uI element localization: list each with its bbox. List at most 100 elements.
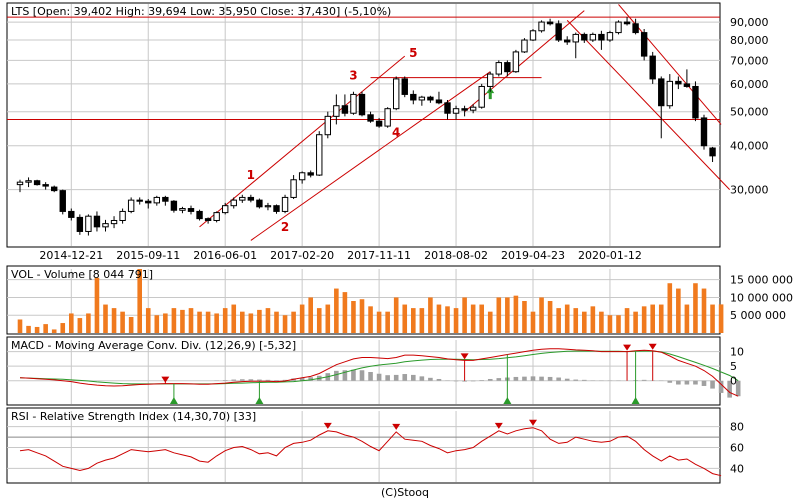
volume-bar	[274, 311, 279, 333]
volume-bar	[69, 313, 74, 333]
volume-bar	[282, 315, 288, 333]
candle-body	[478, 85, 485, 108]
wave-label: 1	[247, 168, 255, 182]
volume-bar	[479, 304, 484, 333]
volume-bar	[701, 288, 707, 333]
volume-bar	[573, 308, 579, 333]
macd-histogram-bar	[428, 377, 433, 381]
candle-body	[93, 215, 101, 228]
candle-body	[153, 196, 161, 204]
candle-body	[239, 196, 246, 201]
volume-bar	[470, 304, 476, 333]
candle-body	[589, 33, 597, 41]
candle-body	[222, 205, 229, 214]
volume-bar	[214, 313, 219, 333]
volume-bar	[137, 269, 142, 333]
volume-bar	[684, 304, 690, 333]
macd-histogram-bar	[240, 379, 245, 381]
candle-body	[298, 172, 306, 181]
candle-body	[487, 73, 494, 87]
macd-histogram-bar	[385, 375, 390, 381]
candle-body	[546, 21, 554, 25]
volume-bar	[556, 308, 561, 333]
volume-bar	[180, 309, 185, 333]
volume-bar	[616, 315, 621, 333]
macd-histogram-bar	[402, 374, 408, 381]
macd-histogram-bar	[257, 379, 262, 381]
volume-bar	[393, 297, 399, 333]
volume-bar	[496, 297, 502, 333]
candle-body	[307, 172, 314, 176]
volume-bar	[316, 308, 322, 333]
volume-bar	[51, 329, 57, 333]
candle-body	[461, 108, 468, 111]
candle-body	[273, 205, 280, 212]
candle-body	[444, 102, 451, 114]
candle-body	[521, 39, 528, 53]
candle-body	[367, 114, 374, 122]
volume-bar	[590, 306, 596, 333]
macd-histogram-bar	[274, 380, 279, 381]
candle-body	[683, 83, 691, 87]
volume-bar	[658, 304, 664, 333]
volume-bar	[419, 308, 425, 333]
volume-bar	[308, 297, 313, 333]
volume-bar	[445, 306, 450, 333]
macd-histogram-bar	[676, 380, 681, 385]
candle-body	[341, 105, 349, 114]
volume-bar	[154, 315, 160, 333]
macd-histogram-bar	[470, 380, 476, 382]
candle-body	[179, 208, 186, 211]
macd-histogram-bar	[693, 380, 698, 385]
candle-body	[709, 147, 716, 157]
macd-histogram-bar	[299, 377, 305, 381]
macd-histogram-bar	[727, 380, 732, 398]
candle-body	[452, 108, 460, 114]
volume-bar	[34, 326, 40, 333]
price-tick-label: 50,000	[730, 106, 769, 119]
volume-bar	[539, 297, 544, 333]
volume-bar	[359, 299, 365, 333]
rsi-tick-label: 40	[730, 462, 744, 475]
macd-histogram-bar	[496, 378, 502, 381]
candle-body	[538, 21, 545, 32]
volume-bar	[60, 323, 66, 333]
volume-bar	[103, 304, 108, 333]
volume-bar	[265, 308, 271, 333]
macd-histogram-bar	[641, 379, 647, 381]
macd-line	[19, 348, 739, 397]
macd-histogram-bar	[718, 380, 724, 393]
volume-bar	[564, 304, 570, 333]
macd-histogram-bar	[376, 373, 382, 381]
candle-body	[136, 199, 143, 202]
buy-signal-icon	[255, 397, 264, 404]
wave-label: 2	[281, 220, 289, 234]
candle-body	[256, 199, 263, 208]
sell-signal-icon	[460, 353, 469, 360]
candle-body	[427, 96, 434, 101]
volume-bar	[385, 311, 390, 333]
rsi-overbought-icon	[323, 422, 332, 429]
date-tick-label: 2014-12-21	[39, 249, 103, 262]
macd-histogram-bar	[667, 380, 673, 383]
volume-bar	[376, 311, 382, 333]
candle-body	[170, 200, 178, 211]
macd-histogram-bar	[735, 380, 741, 397]
macd-histogram-bar	[547, 376, 553, 381]
macd-histogram-bar	[684, 380, 690, 385]
volume-bar	[334, 288, 339, 333]
volume-bar	[718, 304, 724, 333]
volume-bar	[710, 304, 715, 333]
macd-histogram-bar	[436, 378, 442, 381]
volume-bar	[197, 311, 202, 333]
volume-bar	[17, 319, 23, 333]
volume-bar	[77, 318, 83, 333]
rsi-tick-label: 80	[730, 421, 744, 434]
candle-body	[666, 80, 673, 107]
candle-body	[145, 200, 152, 204]
candle-body	[435, 99, 443, 104]
footer-credit: (C)Stooq	[381, 486, 429, 499]
sell-signal-icon	[623, 344, 632, 351]
volume-bar	[368, 306, 373, 333]
macd-histogram-bar	[282, 379, 288, 381]
